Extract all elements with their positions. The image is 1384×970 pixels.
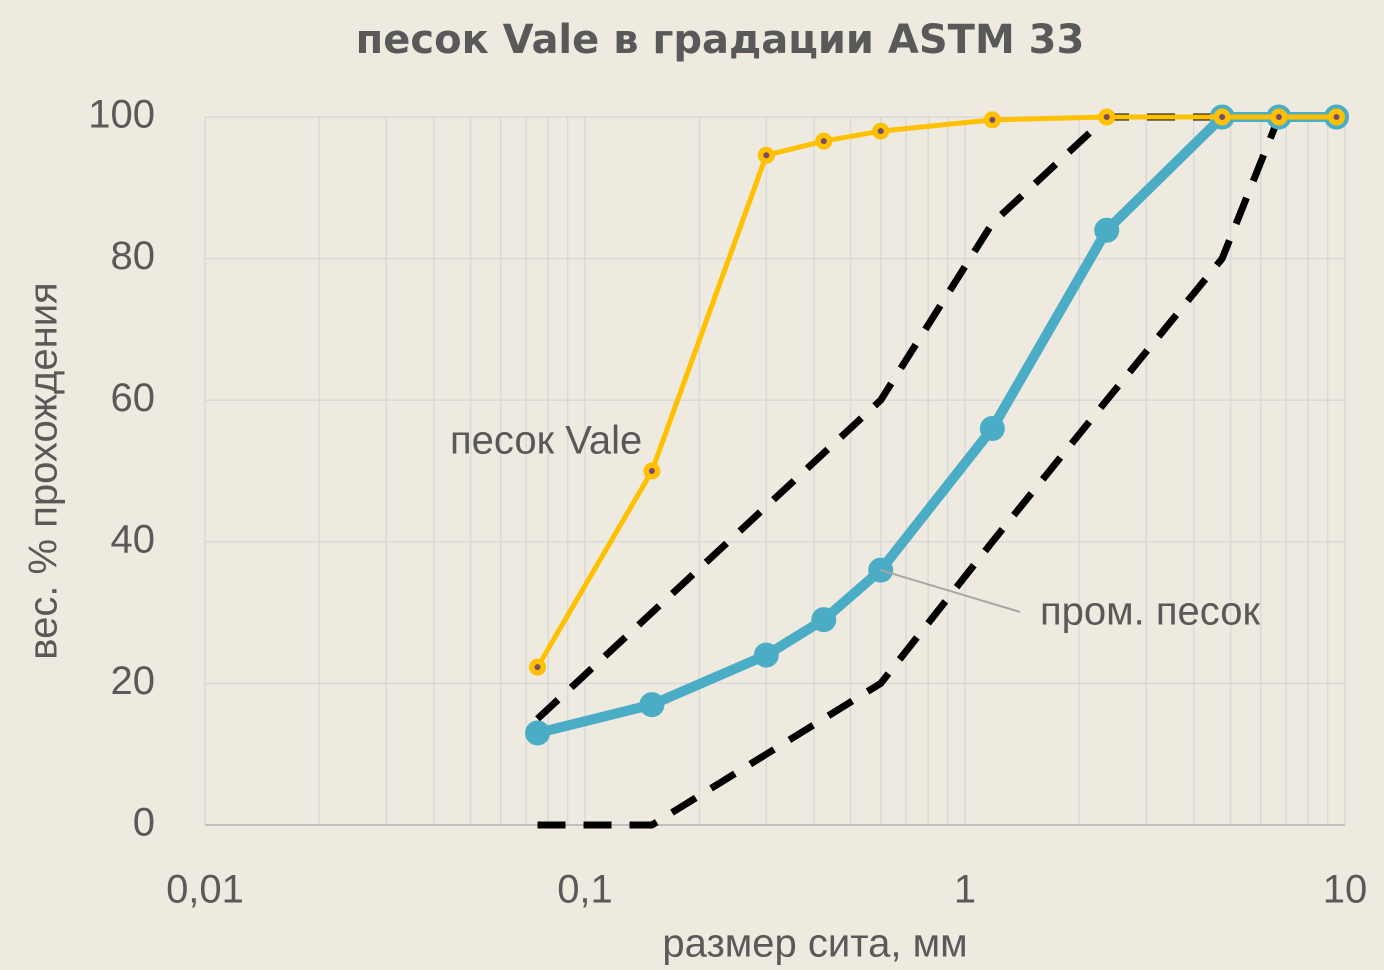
marker — [639, 692, 665, 718]
y-tick-label: 40 — [111, 517, 156, 561]
chart-title: песок Vale в градации ASTM 33 — [356, 17, 1085, 63]
series-line — [535, 114, 1337, 669]
marker-center — [1333, 114, 1340, 120]
x-tick-label: 10 — [1323, 868, 1368, 912]
limit-line — [537, 115, 1283, 829]
marker-center — [763, 152, 770, 159]
y-tick-label: 60 — [111, 376, 156, 420]
leader-line — [880, 569, 1021, 613]
y-tick-label: 0 — [133, 801, 155, 845]
marker — [979, 416, 1005, 442]
x-axis-label: размер сита, мм — [662, 922, 967, 966]
y-axis-label: вес. % прохождения — [22, 282, 66, 659]
y-tick-label: 80 — [111, 234, 156, 278]
marker — [1094, 217, 1120, 243]
marker-center — [1275, 114, 1282, 120]
marker-center — [1103, 114, 1110, 120]
marker-center — [989, 116, 996, 123]
marker-center — [820, 138, 827, 145]
y-tick-label: 20 — [111, 659, 156, 703]
series-annotation: пром. песок — [1040, 590, 1260, 634]
x-tick-label: 1 — [954, 868, 976, 912]
marker — [753, 642, 779, 668]
series-annotation: песок Vale — [450, 419, 642, 463]
marker — [525, 720, 551, 746]
marker-center — [648, 468, 655, 474]
marker-center — [1219, 114, 1226, 120]
marker-center — [534, 664, 541, 671]
x-tick-label: 0,01 — [166, 868, 244, 912]
y-tick-label: 100 — [88, 93, 155, 137]
x-tick-label: 0,1 — [557, 868, 613, 912]
marker — [811, 607, 837, 633]
marker-center — [877, 128, 884, 135]
